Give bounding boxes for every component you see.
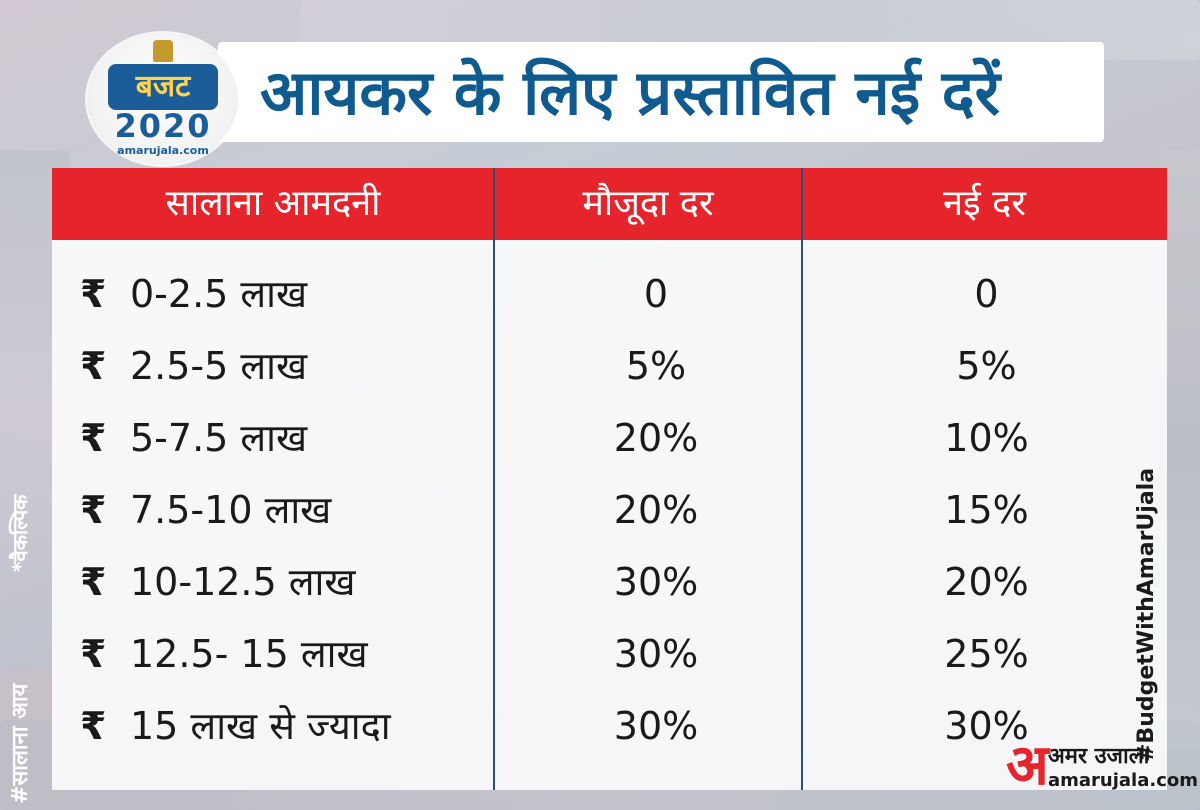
income-slab: 12.5- 15 लाख [130, 632, 368, 676]
income-slab: 2.5-5 लाख [130, 344, 308, 388]
header-new-rate: नई दर [943, 183, 1026, 224]
rupee-icon: ₹ [80, 344, 107, 388]
logo-name: अमर उजाला [1048, 744, 1150, 769]
table-row: ₹10-12.5 लाख 30% 20% [52, 546, 1167, 618]
header-annual-income: सालाना आमदनी [165, 183, 381, 224]
table-row: ₹15 लाख से ज्यादा 30% 30% [52, 690, 1167, 762]
rupee-icon: ₹ [80, 416, 107, 460]
current-rate: 20% [613, 416, 699, 460]
new-rate: 15% [944, 488, 1029, 532]
income-slab: 5-7.5 लाख [130, 416, 308, 460]
current-rate: 30% [613, 704, 699, 748]
new-rate: 10% [944, 416, 1029, 460]
rupee-icon: ₹ [80, 272, 107, 316]
table-row: ₹0-2.5 लाख 0 0 [52, 258, 1167, 330]
logo-badge-text: बजट [108, 64, 218, 110]
logo-year: 2020 [114, 107, 212, 145]
rupee-icon: ₹ [80, 704, 107, 748]
header-current-rate: मौजूदा दर [582, 183, 714, 224]
income-slab: 7.5-10 लाख [130, 488, 332, 532]
table-row: ₹2.5-5 लाख 5% 5% [52, 330, 1167, 402]
new-rate: 20% [944, 560, 1029, 604]
rupee-icon: ₹ [80, 560, 107, 604]
rupee-icon: ₹ [80, 488, 107, 532]
emblem-icon [153, 40, 173, 62]
new-rate: 0 [974, 272, 999, 316]
logo-site-url: amarujala.com [1048, 770, 1199, 791]
budget-2020-logo: बजट 2020 amarujala.com [88, 34, 238, 164]
table-row: ₹5-7.5 लाख 20% 10% [52, 402, 1167, 474]
logo-site: amarujala.com [117, 144, 209, 157]
new-rate: 30% [944, 704, 1029, 748]
current-rate: 30% [613, 560, 699, 604]
income-slab: 15 लाख से ज्यादा [130, 704, 391, 748]
tax-rate-table [52, 168, 1167, 790]
current-rate: 5% [625, 344, 687, 388]
optional-note: *वैकल्पिक [8, 494, 32, 572]
column-divider [801, 168, 803, 790]
income-slab: 0-2.5 लाख [130, 272, 308, 316]
page-title: आयकर के लिए प्रस्तावित नई दरें [260, 56, 1001, 129]
title-bar [218, 42, 1104, 142]
new-rate: 25% [944, 632, 1029, 676]
table-row: ₹12.5- 15 लाख 30% 25% [52, 618, 1167, 690]
income-slab: 10-12.5 लाख [130, 560, 356, 604]
annual-income-hashtag: #सालाना आय [8, 683, 33, 804]
logo-mark: अ [1006, 733, 1049, 798]
current-rate: 20% [613, 488, 699, 532]
current-rate: 0 [643, 272, 669, 316]
column-divider [493, 168, 495, 790]
budget-hashtag: #BudgetWithAmarUjala [1134, 467, 1159, 762]
rupee-icon: ₹ [80, 632, 107, 676]
table-row: ₹7.5-10 लाख 20% 15% [52, 474, 1167, 546]
new-rate: 5% [956, 344, 1017, 388]
table-header [52, 168, 1167, 240]
current-rate: 30% [613, 632, 699, 676]
amar-ujala-logo: अ अमर उजाला amarujala.com [1004, 733, 1199, 806]
